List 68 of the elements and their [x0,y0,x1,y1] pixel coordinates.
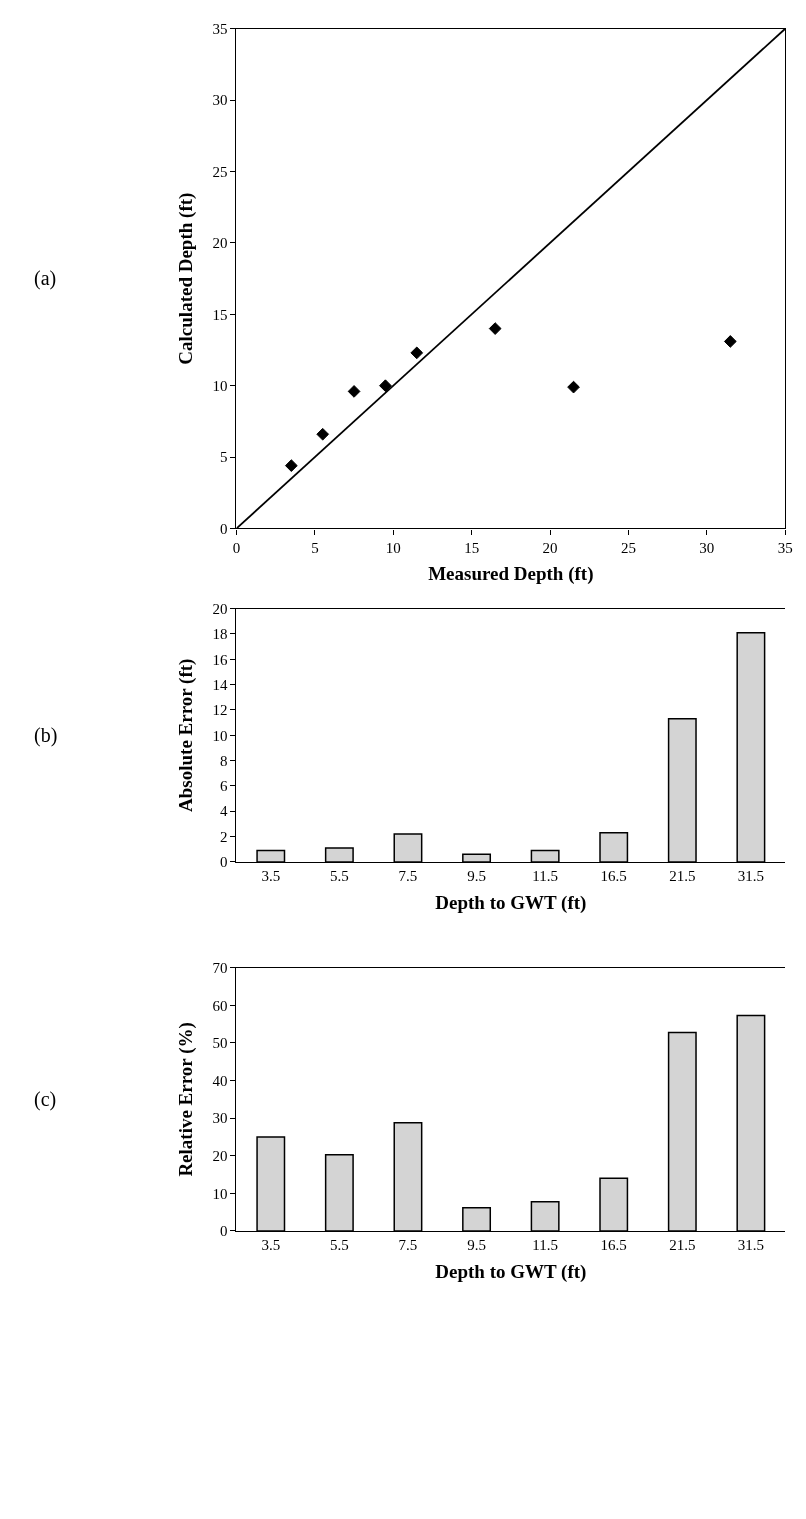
y-tick-label: 70 [212,960,228,977]
x-tick-label: 15 [464,539,480,556]
x-tick-label: 16.5 [600,1237,627,1254]
x-tick-label: 11.5 [532,1237,558,1254]
y-axis-title: Relative Error (%) [175,1022,198,1177]
y-tick-label: 0 [219,520,228,537]
y-tick-label: 50 [212,1035,228,1052]
text: (c) [34,1088,57,1111]
y-tick-label: 18 [212,626,228,643]
x-tick-label: 7.5 [398,1237,418,1254]
x-tick-label: 31.5 [737,868,765,885]
y-tick-label: 5 [219,449,228,466]
x-tick-label: 7.5 [398,868,418,885]
x-tick-label: 5.5 [329,868,349,885]
x-tick-label: 16.5 [600,868,627,885]
point [488,322,502,335]
x-tick-label: 11.5 [532,868,558,885]
y-tick-label: 25 [212,163,228,180]
y-tick-label: 10 [212,377,228,394]
y-tick-label: 15 [212,306,228,323]
x-tick-label: 9.5 [467,868,486,885]
y-axis-title: Absolute Error (ft) [175,658,198,812]
y-axis-title: Calculated Depth (ft) [175,192,198,365]
x-axis-title: Depth to GWT (ft) [435,891,587,914]
point [723,335,737,348]
y-tick-label: 6 [219,778,228,795]
y-tick-label: 30 [212,92,228,109]
y-tick-label: 35 [212,21,228,38]
x-tick-label: 25 [620,539,636,556]
y-tick-label: 2 [219,828,228,845]
y-tick-label: 20 [212,1148,228,1165]
y-tick-label: 0 [219,1223,228,1240]
point [347,385,361,398]
point [410,346,424,360]
x-tick-label: 5.5 [329,1237,349,1254]
point [567,380,580,394]
x-tick-label: 0 [232,539,241,556]
x-tick-label: 35 [777,539,793,556]
y-tick-label: 20 [212,235,228,252]
x-tick-label: 5 [311,539,319,556]
point [316,427,330,441]
x-axis-title: Depth to GWT (ft) [435,1260,587,1283]
x-tick-label: 10 [385,539,401,556]
y-tick-label: 14 [212,676,228,693]
point [379,379,392,393]
y-tick-label: 8 [219,752,228,769]
x-axis-title: Measured Depth (ft) [428,563,594,586]
x-tick-label: 3.5 [261,1237,281,1254]
y-tick-label: 30 [212,1110,228,1127]
x-tick-label: 21.5 [669,868,696,885]
text: (a) [34,267,57,290]
y-tick-label: 10 [212,727,228,744]
x-tick-label: 3.5 [261,868,281,885]
y-tick-label: 0 [219,854,228,871]
x-tick-label: 21.5 [669,1237,696,1254]
x-tick-label: 9.5 [467,1237,486,1254]
y-tick-label: 60 [212,997,228,1014]
x-tick-label: 20 [542,539,558,556]
x-tick-label: 30 [699,539,715,556]
y-tick-label: 4 [219,803,228,820]
y-tick-label: 16 [212,651,228,668]
y-tick-label: 40 [212,1072,228,1089]
y-tick-label: 10 [212,1185,228,1202]
y-tick-label: 20 [212,600,228,617]
y-tick-label: 12 [212,702,228,719]
text: (b) [34,724,58,747]
point [285,459,298,472]
x-tick-label: 31.5 [737,1237,765,1254]
